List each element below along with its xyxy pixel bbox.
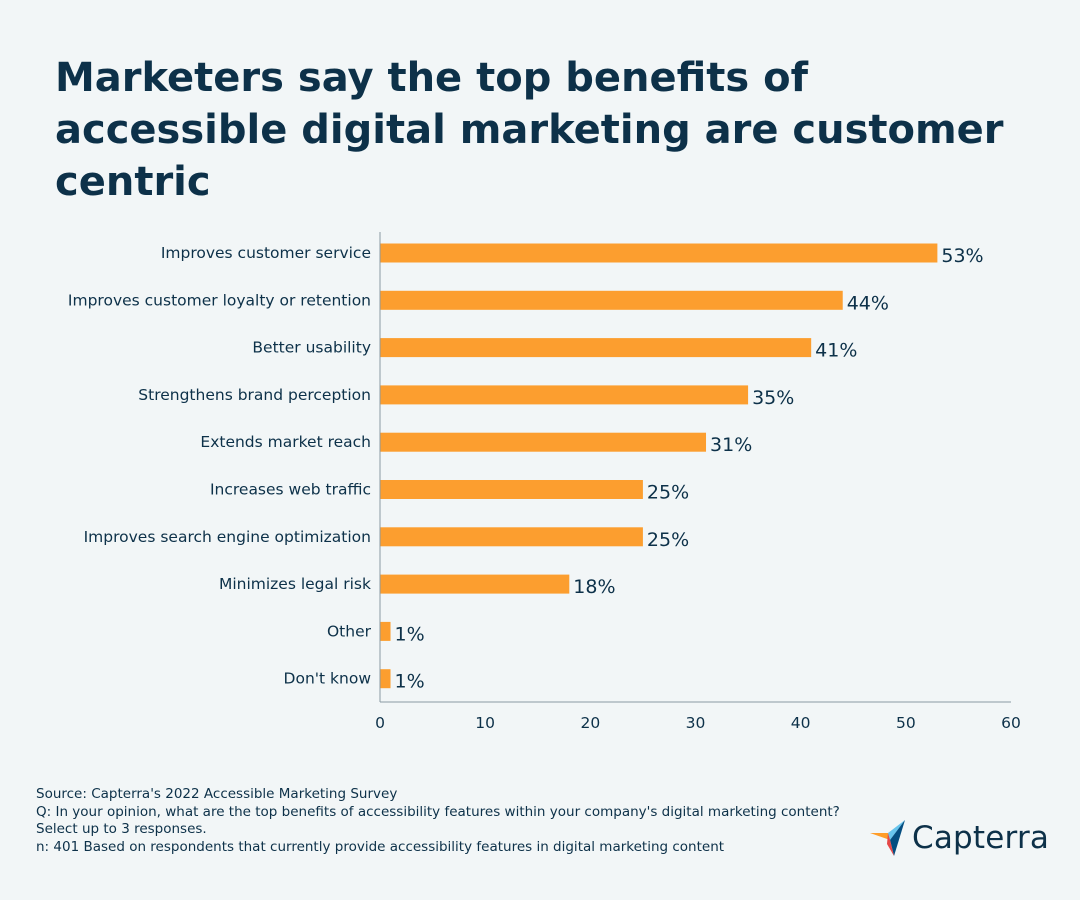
category-label: Improves customer loyalty or retention bbox=[68, 291, 371, 309]
bar bbox=[380, 621, 391, 641]
bar bbox=[380, 527, 643, 547]
data-label: 41% bbox=[815, 340, 857, 362]
data-label: 35% bbox=[752, 387, 794, 409]
capterra-logo: Capterra bbox=[870, 816, 1049, 860]
bar bbox=[380, 669, 391, 689]
data-label: 18% bbox=[573, 576, 615, 598]
data-label: 1% bbox=[395, 623, 425, 645]
category-label: Strengthens brand perception bbox=[138, 386, 371, 404]
bar bbox=[380, 480, 643, 499]
bar-chart: Improves customer service Improves custom… bbox=[68, 232, 1021, 732]
category-label: Extends market reach bbox=[200, 433, 371, 451]
data-label: 53% bbox=[941, 245, 983, 267]
x-tick-label: 60 bbox=[1001, 714, 1021, 732]
data-label: 31% bbox=[710, 434, 752, 456]
x-tick-label: 20 bbox=[580, 714, 600, 732]
question-note: Q: In your opinion, what are the top ben… bbox=[36, 803, 840, 820]
data-label: 44% bbox=[847, 292, 889, 314]
category-label: Improves search engine optimization bbox=[84, 528, 371, 546]
sample-note: n: 401 Based on respondents that current… bbox=[36, 838, 725, 855]
x-tick-label: 10 bbox=[475, 714, 495, 732]
data-label: 25% bbox=[647, 482, 689, 504]
x-tick-label: 50 bbox=[896, 714, 916, 732]
bar bbox=[380, 432, 707, 452]
x-tick-label: 40 bbox=[791, 714, 811, 732]
bar bbox=[380, 385, 749, 405]
bar bbox=[380, 243, 938, 263]
capterra-logo-text: Capterra bbox=[912, 820, 1050, 856]
category-label: Other bbox=[327, 622, 372, 640]
category-label: Better usability bbox=[252, 339, 371, 357]
capterra-logo-icon bbox=[870, 820, 905, 856]
data-label: 25% bbox=[647, 529, 689, 551]
bar bbox=[380, 574, 570, 594]
category-label: Don't know bbox=[284, 670, 372, 688]
chart-title: Marketers say the top benefits of access… bbox=[55, 55, 1004, 205]
data-label: 1% bbox=[395, 671, 425, 693]
category-label: Minimizes legal risk bbox=[219, 575, 371, 593]
x-tick-label: 0 bbox=[375, 714, 385, 732]
x-tick-label: 30 bbox=[686, 714, 706, 732]
source-note: Source: Capterra's 2022 Accessible Marke… bbox=[36, 786, 398, 802]
bar bbox=[380, 338, 812, 358]
chart-footer: Source: Capterra's 2022 Accessible Marke… bbox=[36, 786, 856, 856]
category-label: Improves customer service bbox=[161, 244, 371, 262]
bar bbox=[380, 290, 843, 310]
category-label: Increases web traffic bbox=[210, 481, 371, 499]
instruction-note: Select up to 3 responses. bbox=[36, 821, 207, 837]
